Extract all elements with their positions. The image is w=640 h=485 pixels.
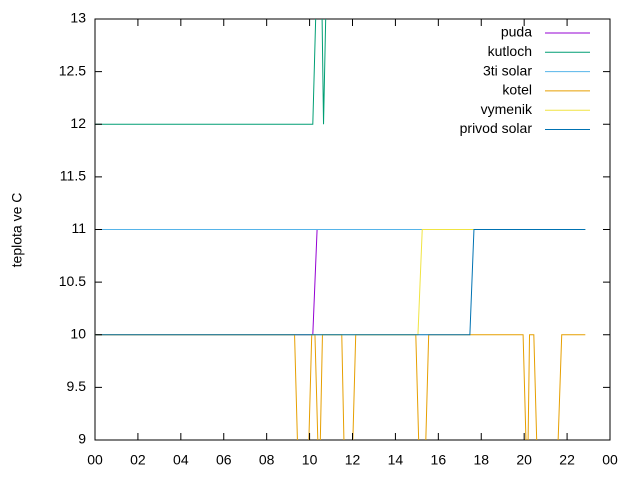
x-tick-label: 10 bbox=[302, 452, 318, 468]
x-tick-label: 08 bbox=[259, 452, 275, 468]
series-line bbox=[95, 229, 586, 336]
legend-label: vymenik bbox=[481, 101, 533, 117]
x-tick-label: 18 bbox=[473, 452, 489, 468]
series-line bbox=[95, 229, 586, 336]
x-tick-label: 16 bbox=[431, 452, 447, 468]
legend-label: privod solar bbox=[460, 120, 533, 136]
x-tick-label: 00 bbox=[87, 452, 103, 468]
legend-label: puda bbox=[501, 24, 532, 40]
y-tick-label: 9.5 bbox=[67, 378, 87, 394]
y-tick-label: 10.5 bbox=[59, 273, 86, 289]
y-axis-label: teplota ve C bbox=[9, 193, 25, 268]
y-tick-label: 11 bbox=[71, 220, 86, 236]
x-tick-label: 00 bbox=[602, 452, 618, 468]
series-line bbox=[95, 19, 327, 125]
y-tick-label: 11.5 bbox=[60, 168, 86, 184]
plot-area bbox=[95, 19, 586, 440]
y-tick-label: 10 bbox=[70, 325, 86, 341]
x-tick-label: 20 bbox=[516, 452, 532, 468]
x-tick-label: 02 bbox=[130, 452, 146, 468]
x-tick-label: 04 bbox=[173, 452, 189, 468]
series-line bbox=[95, 334, 586, 440]
x-tick-label: 12 bbox=[345, 452, 361, 468]
y-tick-label: 12.5 bbox=[59, 62, 86, 78]
legend-label: 3ti solar bbox=[483, 62, 532, 78]
x-tick-label: 22 bbox=[559, 452, 575, 468]
y-tick-label: 9 bbox=[78, 431, 86, 447]
legend-label: kutloch bbox=[488, 43, 532, 59]
legend-label: kotel bbox=[502, 82, 532, 98]
x-tick-label: 14 bbox=[388, 452, 404, 468]
y-tick-label: 12 bbox=[70, 115, 86, 131]
y-tick-label: 13 bbox=[70, 10, 86, 26]
x-tick-label: 06 bbox=[216, 452, 232, 468]
series-line bbox=[95, 229, 586, 336]
